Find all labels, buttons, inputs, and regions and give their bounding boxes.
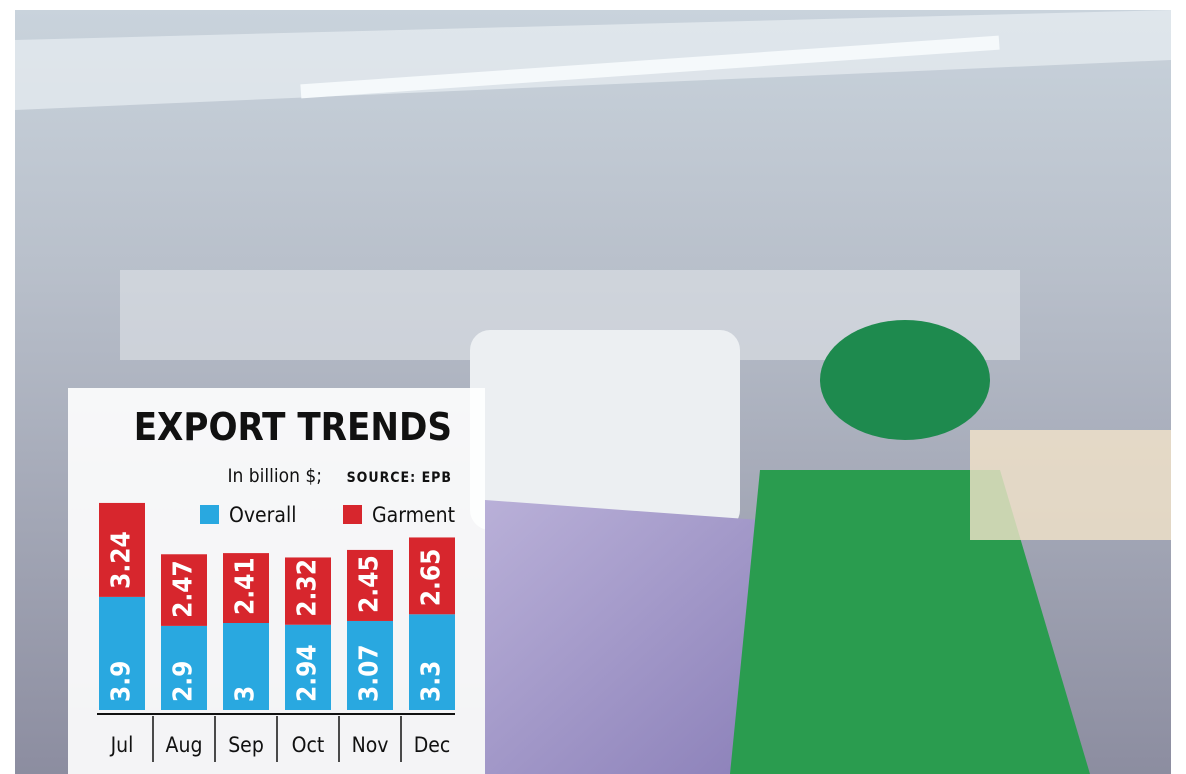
bar-segment [99, 502, 145, 597]
value-label: 2.9 [169, 661, 199, 702]
x-tick-label: Oct [292, 733, 325, 757]
x-tick-label: Dec [414, 733, 451, 757]
value-label: 2.41 [231, 557, 261, 615]
value-label: 2.65 [417, 549, 447, 607]
chart-subtitle: In billion $; [227, 465, 322, 487]
value-label: 2.32 [293, 559, 323, 617]
bar-segment [161, 625, 207, 710]
legend-swatch [200, 505, 219, 524]
bar-segment [409, 537, 455, 615]
value-label: 2.47 [169, 560, 199, 618]
value-label: 2.94 [293, 644, 323, 702]
worker [730, 470, 1090, 774]
x-tick-label: Jul [110, 733, 134, 757]
bar-segment [347, 620, 393, 710]
legend-label: Overall [229, 503, 297, 527]
value-label: 2.45 [355, 555, 385, 613]
table-right [970, 430, 1171, 540]
x-tick-label: Sep [228, 733, 264, 757]
legend-label: Garment [372, 503, 455, 527]
value-label: 3.24 [107, 531, 137, 589]
bar-segment [285, 624, 331, 710]
value-label: 3.07 [355, 644, 385, 702]
value-label: 3.3 [417, 661, 447, 702]
bar-segment [99, 596, 145, 710]
bar-segment [409, 614, 455, 710]
light [300, 35, 1000, 99]
x-tick-label: Aug [166, 733, 203, 757]
chart-source: SOURCE: EPB [347, 470, 452, 486]
cap [820, 320, 990, 440]
bar-segment [223, 553, 269, 623]
fabric [485, 500, 790, 774]
bar-segment [347, 549, 393, 621]
chart-title: EXPORT TRENDS [134, 405, 452, 449]
bar-segment [223, 623, 269, 710]
bar-segment [285, 557, 331, 625]
machine [470, 330, 740, 530]
chart: EXPORT TRENDS In billion $; SOURCE: EPB … [97, 405, 455, 762]
bar-segment [161, 554, 207, 626]
legend-swatch [343, 505, 362, 524]
value-label: 3.9 [107, 661, 137, 702]
photo-background [15, 10, 1171, 774]
x-tick-label: Nov [352, 733, 389, 757]
value-label: 3 [231, 686, 261, 702]
